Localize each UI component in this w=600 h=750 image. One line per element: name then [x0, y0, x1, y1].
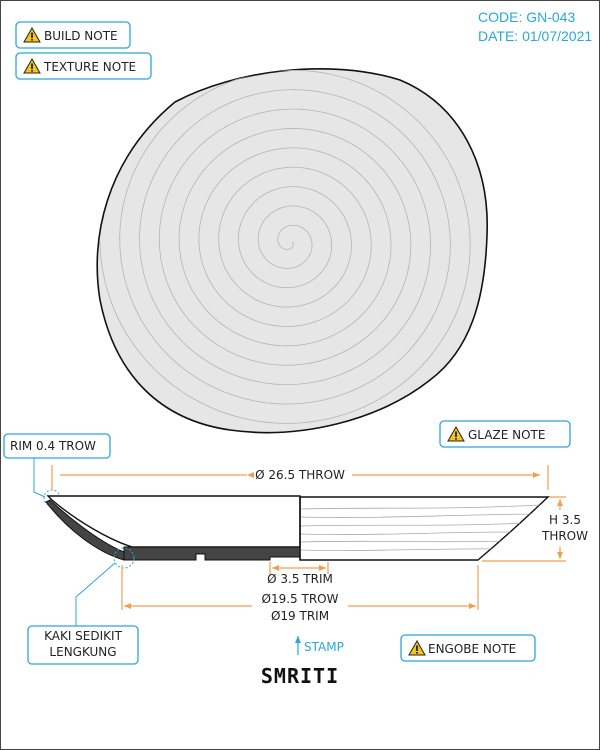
stamp-callout: STAMP SMRITI: [261, 636, 344, 688]
texture-note-button[interactable]: TEXTURE NOTE: [15, 52, 152, 80]
elevation-texture-lines: [300, 504, 541, 551]
texture-note-box: [15, 52, 152, 80]
rim-callout: RIM 0.4 TROW: [3, 433, 111, 507]
build-note-button[interactable]: BUILD NOTE: [15, 21, 131, 49]
plate-side-view: [45, 495, 550, 561]
foot-callout-box: [27, 625, 139, 665]
build-note-box: [15, 21, 131, 49]
base-label-line1: Ø19.5 TROW: [262, 592, 339, 606]
plate-outline: [96, 68, 488, 434]
rim-callout-label: RIM 0.4 TROW: [10, 439, 96, 453]
glaze-note-label: GLAZE NOTE: [468, 428, 545, 442]
code-label: CODE: GN-043: [478, 9, 575, 25]
glaze-note-box: [439, 420, 571, 448]
base-diameter-dimension: Ø19.5 TROW Ø19 TRIM: [121, 565, 479, 623]
base-label-line2: Ø19 TRIM: [271, 609, 329, 623]
outer-diameter-dimension: Ø 26.5 THROW: [51, 465, 549, 490]
height-label-line2: THROW: [541, 529, 588, 543]
brand-logo: SMRITI: [261, 664, 339, 688]
height-dimension: H 3.5 THROW: [482, 496, 588, 562]
foot-leader: [75, 562, 116, 627]
engobe-note-box: [400, 634, 536, 662]
rim-leader: [33, 458, 46, 498]
trim-label: Ø 3.5 TRIM: [267, 572, 333, 586]
section-base: [123, 546, 301, 561]
glaze-note-button[interactable]: GLAZE NOTE: [439, 420, 571, 448]
outer-diameter-label: Ø 26.5 THROW: [255, 468, 345, 482]
foot-callout: KAKI SEDIKIT LENGKUNG: [27, 547, 139, 665]
foot-detail-circle: [113, 547, 135, 569]
plate-top-view: [96, 68, 488, 434]
height-label-line1: H 3.5: [549, 513, 581, 527]
rim-callout-box: [3, 433, 111, 459]
texture-note-label: TEXTURE NOTE: [43, 60, 136, 74]
engobe-note-button[interactable]: ENGOBE NOTE: [400, 634, 536, 662]
engobe-note-label: ENGOBE NOTE: [428, 642, 516, 656]
foot-callout-line2: LENGKUNG: [49, 645, 116, 659]
trim-dimension: Ø 3.5 TRIM: [267, 562, 333, 586]
foot-callout-line1: KAKI SEDIKIT: [44, 629, 122, 643]
date-label: DATE: 01/07/2021: [478, 28, 592, 44]
build-note-label: BUILD NOTE: [44, 29, 118, 43]
stamp-label: STAMP: [304, 640, 344, 654]
texture-spiral: [99, 69, 471, 424]
plate-elevation: [299, 496, 550, 561]
